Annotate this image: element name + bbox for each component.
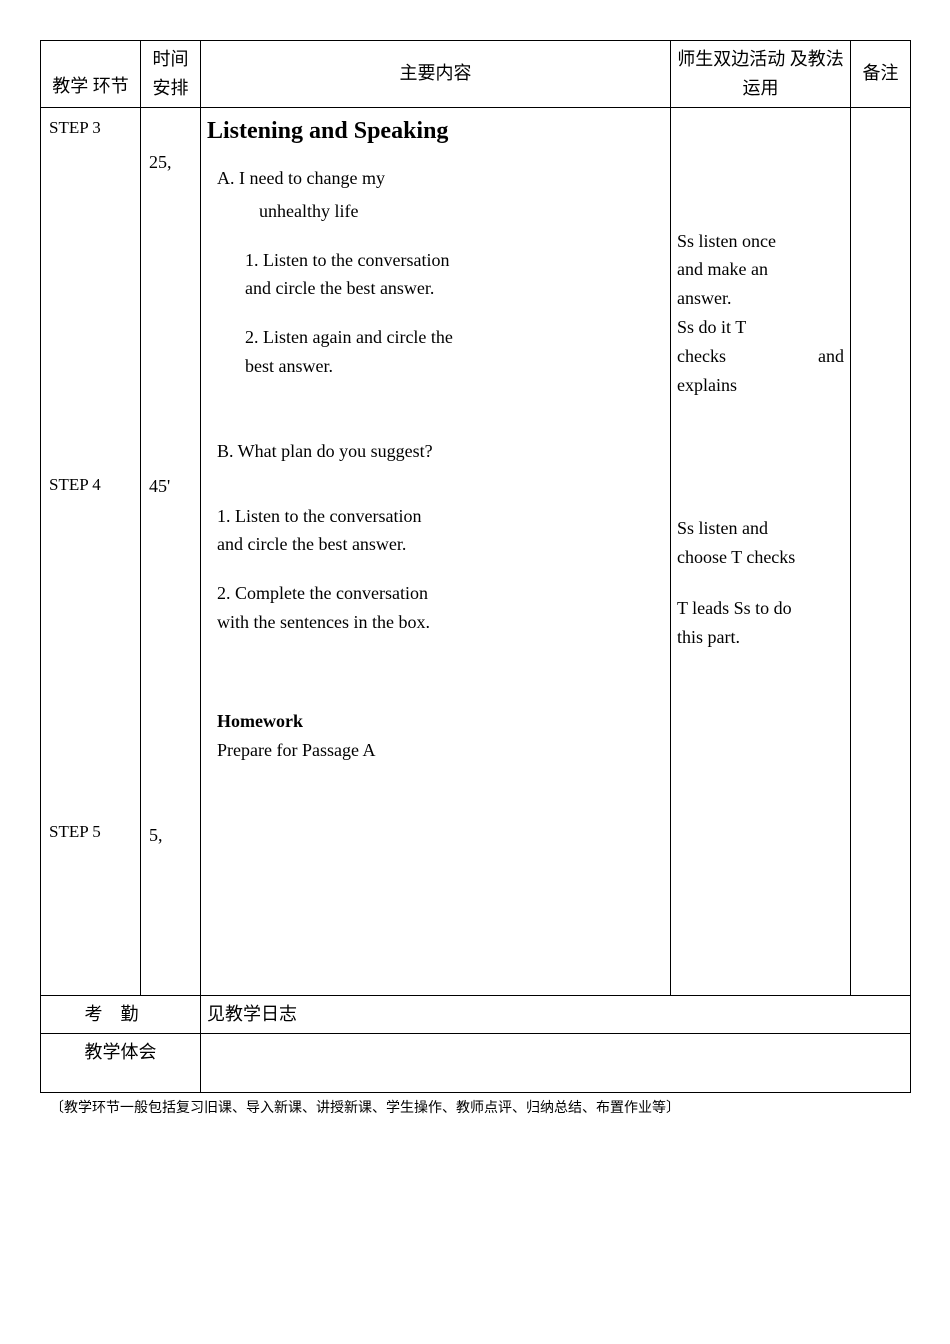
footnote: 〔教学环节一般包括复习旧课、导入新课、讲授新课、学生操作、教师点评、归纳总结、布… (50, 1097, 910, 1117)
r1-l1: Ss listen once (677, 227, 844, 256)
steps-column: STEP 3 STEP 4 STEP 5 (41, 107, 141, 996)
r1-l2: and make an (677, 255, 844, 284)
homework-title: Homework (207, 707, 664, 736)
kaoqin-content: 见教学日志 (207, 1004, 297, 1024)
header-col1: 教学 环节 (41, 41, 141, 108)
content-column: Listening and Speaking A. I need to chan… (201, 107, 671, 996)
a-item1-l2: and circle the best answer. (207, 274, 664, 303)
header-col4-line1: 师生双边活动 及教法 (677, 45, 844, 74)
step5-label: STEP 5 (41, 818, 140, 845)
header-col4: 师生双边活动 及教法 运用 (671, 41, 851, 108)
header-col3: 主要内容 (201, 41, 671, 108)
kaoqin-label-cell: 考勤 (41, 996, 201, 1034)
header-col2-line2: 安排 (147, 74, 194, 103)
header-col1-text: 教学 环节 (52, 76, 129, 96)
step3-time: 25, (141, 148, 200, 177)
b-item1-l2: and circle the best answer. (207, 530, 664, 559)
kaoqin-row: 考勤 见教学日志 (41, 996, 911, 1034)
section-b-line: B. What plan do you suggest? (207, 437, 664, 466)
step3-label: STEP 3 (41, 108, 140, 141)
header-col3-text: 主要内容 (400, 63, 472, 83)
step5-time: 5, (141, 821, 200, 850)
r1-l6: explains (677, 371, 844, 400)
r1-l3: answer. (677, 284, 844, 313)
tixue-label-cell: 教学体会 (41, 1033, 201, 1092)
r2-l2: choose T checks (677, 543, 844, 572)
kaoqin-content-cell: 见教学日志 (201, 996, 911, 1034)
homework-line: Prepare for Passage A (207, 736, 664, 765)
r1-l5: checks and (677, 342, 844, 371)
kaoqin-label: 考勤 (85, 1004, 157, 1024)
r1-l4: Ss do it T (677, 313, 844, 342)
step4-label: STEP 4 (41, 471, 140, 498)
header-row: 教学 环节 时间 安排 主要内容 师生双边活动 及教法 运用 备注 (41, 41, 911, 108)
a-item2-l2: best answer. (207, 352, 664, 381)
header-col4-line2: 运用 (677, 74, 844, 103)
section-a-line: A. I need to change my (207, 164, 664, 193)
header-col5: 备注 (851, 41, 911, 108)
r2-l3: T leads Ss to do (677, 594, 844, 623)
b-item2-l1: 2. Complete the conversation (207, 579, 664, 608)
time-column: 25, 45' 5, (141, 107, 201, 996)
b-item2-l2: with the sentences in the box. (207, 608, 664, 637)
a-item2-l1: 2. Listen again and circle the (207, 323, 664, 352)
tixue-label: 教学体会 (85, 1042, 157, 1062)
step4-time: 45' (141, 472, 200, 501)
header-col2: 时间 安排 (141, 41, 201, 108)
header-col5-text: 备注 (863, 63, 899, 83)
activity-column: Ss listen once and make an answer. Ss do… (671, 107, 851, 996)
tixue-row: 教学体会 (41, 1033, 911, 1092)
listening-speaking-title: Listening and Speaking (207, 112, 664, 150)
remarks-column (851, 107, 911, 996)
r2-l4: this part. (677, 623, 844, 652)
b-item1-l1: 1. Listen to the conversation (207, 502, 664, 531)
header-col2-line1: 时间 (147, 45, 194, 74)
body-row: STEP 3 STEP 4 STEP 5 25, 45' 5, Listenin… (41, 107, 911, 996)
section-a-sub: unhealthy life (207, 197, 664, 226)
a-item1-l1: 1. Listen to the conversation (207, 246, 664, 275)
lesson-plan-table: 教学 环节 时间 安排 主要内容 师生双边活动 及教法 运用 备注 STEP 3… (40, 40, 911, 1093)
tixue-content-cell (201, 1033, 911, 1092)
r2-l1: Ss listen and (677, 514, 844, 543)
